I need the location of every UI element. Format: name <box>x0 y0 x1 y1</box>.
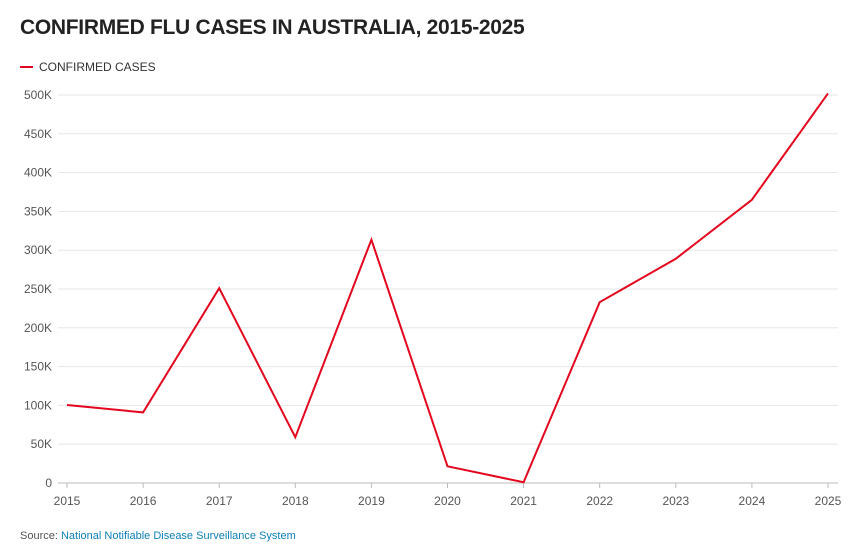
x-tick-label: 2016 <box>130 494 157 508</box>
y-tick-label: 100K <box>24 398 52 412</box>
x-axis: 2015 2016 2017 2018 2019 2020 2021 2022 2023 2024… <box>54 482 842 508</box>
data-point <box>675 258 677 260</box>
y-tick-label: 400K <box>24 166 52 180</box>
grid-lines <box>58 94 838 445</box>
legend-swatch <box>20 66 33 68</box>
x-tick-label: 2025 <box>815 494 842 508</box>
source-prefix: Source: <box>20 530 58 542</box>
data-point <box>447 465 449 467</box>
line-chart: 0 50K 100K 150K 200K 250K 300K 350K 400K 450K 500K… <box>24 88 842 508</box>
x-tick-label: 2022 <box>586 494 613 508</box>
data-point <box>294 436 296 438</box>
series-confirmed-cases <box>66 92 829 484</box>
y-tick-label: 450K <box>24 127 52 141</box>
y-tick-label: 200K <box>24 321 52 335</box>
y-tick-label: 250K <box>24 282 52 296</box>
data-point <box>827 92 829 94</box>
y-tick-label: 300K <box>24 243 52 257</box>
source-link[interactable]: National Notifiable Disease Surveillance… <box>60 530 296 542</box>
x-tick-label: 2015 <box>54 494 81 508</box>
legend-label: CONFIRMED CASES <box>39 60 156 74</box>
x-tick-label: 2018 <box>282 494 309 508</box>
data-point <box>751 199 753 201</box>
data-point <box>142 411 144 413</box>
chart-title: CONFIRMED FLU CASES IN AUSTRALIA, 2015-2… <box>20 16 525 39</box>
y-tick-label: 50K <box>31 437 52 451</box>
x-tick-label: 2023 <box>662 494 689 508</box>
x-tick-label: 2024 <box>739 494 766 508</box>
y-tick-label: 150K <box>24 360 52 374</box>
data-point <box>370 239 372 241</box>
x-tick-label: 2020 <box>434 494 461 508</box>
source-note: Source: National Notifiable Disease Surv… <box>20 530 296 542</box>
data-point <box>523 481 525 483</box>
y-tick-label: 0 <box>45 476 52 490</box>
data-point <box>66 404 68 406</box>
y-tick-label: 500K <box>24 88 52 102</box>
x-tick-label: 2021 <box>510 494 537 508</box>
legend: CONFIRMED CASES <box>20 60 156 74</box>
x-tick-label: 2019 <box>358 494 385 508</box>
y-tick-label: 350K <box>24 204 52 218</box>
y-axis-labels: 0 50K 100K 150K 200K 250K 300K 350K 400K 450K 500K <box>24 88 52 490</box>
data-point <box>599 301 601 303</box>
data-point <box>218 287 220 289</box>
x-tick-label: 2017 <box>206 494 233 508</box>
series-line <box>66 92 829 484</box>
